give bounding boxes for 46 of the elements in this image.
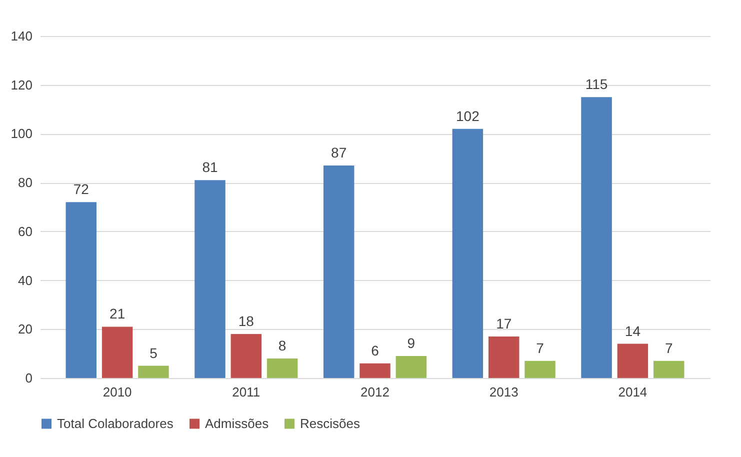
x-tick-label: 2012 — [360, 384, 390, 400]
data-label: 72 — [73, 181, 90, 198]
bar — [581, 97, 612, 378]
bar — [66, 202, 97, 378]
data-label: 102 — [456, 108, 480, 124]
bar — [452, 128, 484, 378]
y-tick-label: 100 — [10, 126, 32, 142]
bar — [396, 356, 427, 378]
legend-label: Rescisões — [300, 416, 360, 431]
data-label: 21 — [110, 306, 126, 322]
y-tick-label: 0 — [25, 370, 32, 386]
x-tick-label: 2013 — [489, 384, 518, 400]
bar — [360, 363, 390, 378]
data-label: 14 — [624, 322, 641, 339]
bar — [102, 326, 133, 378]
data-label: 18 — [238, 313, 254, 330]
bar — [653, 360, 684, 378]
data-label: 8 — [278, 337, 286, 354]
y-tick-label: 140 — [10, 28, 32, 44]
bar — [617, 344, 648, 378]
bar — [230, 334, 262, 378]
legend-label: Total Colaboradores — [57, 416, 174, 431]
bar — [266, 358, 298, 378]
y-tick-label: 80 — [18, 175, 32, 190]
data-label: 81 — [202, 159, 218, 176]
data-label: 7 — [664, 340, 673, 356]
data-label: 7 — [536, 340, 544, 356]
y-tick-label: 40 — [18, 272, 32, 288]
bar — [524, 360, 556, 378]
x-tick-label: 2010 — [102, 384, 132, 400]
y-tick-label: 20 — [18, 322, 32, 337]
x-tick-label: 2014 — [618, 384, 648, 400]
data-label: 115 — [585, 76, 608, 92]
data-label: 17 — [496, 315, 512, 332]
y-tick-label: 120 — [10, 77, 32, 92]
legend-label: Admissões — [205, 416, 270, 431]
x-tick-label: 2011 — [232, 384, 260, 400]
data-label: 87 — [331, 144, 347, 160]
data-label: 6 — [371, 342, 380, 358]
bar — [138, 366, 169, 378]
bar — [194, 180, 226, 378]
y-tick-label: 60 — [18, 224, 32, 239]
data-label: 9 — [407, 335, 416, 352]
bar — [488, 336, 520, 378]
data-label: 5 — [150, 344, 158, 361]
bar — [323, 165, 354, 378]
